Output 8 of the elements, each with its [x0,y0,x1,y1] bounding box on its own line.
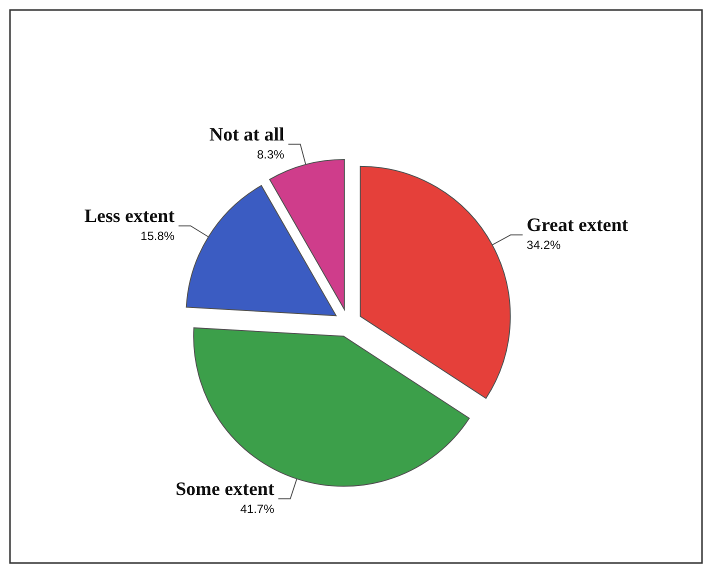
slice-label: Great extent [526,214,629,236]
data-label: 8.3% [256,147,285,162]
slice-label: Not at all [209,124,284,146]
data-label: 34.2% [526,238,562,252]
data-label: 15.8% [140,228,175,243]
slice-label: Some extent [176,478,275,500]
slice-label: Less extent [84,206,176,227]
data-label: 41.7% [240,502,275,516]
